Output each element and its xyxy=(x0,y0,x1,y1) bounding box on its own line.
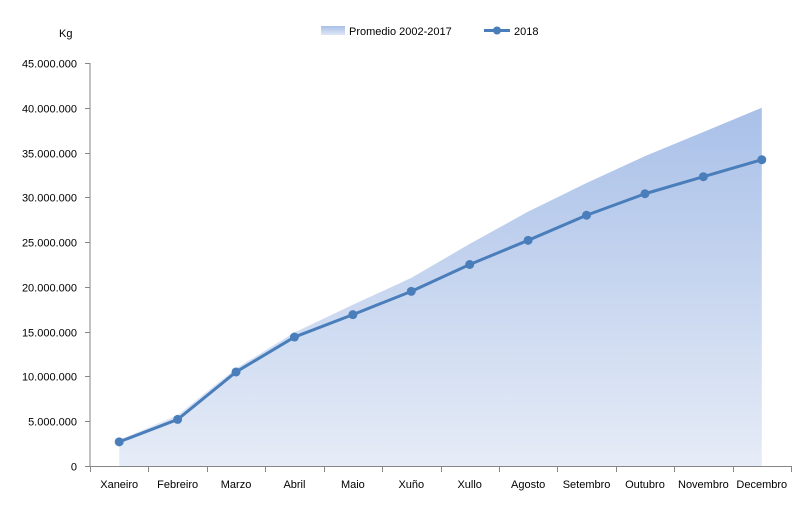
x-tick-label: Xuño xyxy=(398,479,424,491)
y-tick-label: 40.000.000 xyxy=(22,104,77,116)
legend-area-swatch xyxy=(321,26,345,35)
y-tick-label: 35.000.000 xyxy=(22,149,77,161)
data-point-2018 xyxy=(289,332,299,342)
data-point-2018 xyxy=(465,260,475,269)
x-tick-label: Maio xyxy=(341,479,365,491)
data-point-2018 xyxy=(406,286,416,296)
legend-label-promedio: Promedio 2002-2017 xyxy=(349,26,452,38)
x-tick-label: Decembro xyxy=(736,479,787,491)
line-series-2018 xyxy=(118,158,763,444)
data-point-2018 xyxy=(231,367,241,377)
y-tick-label: 0 xyxy=(71,462,77,474)
legend-label-2018: 2018 xyxy=(514,26,538,38)
x-tick-label: Setembro xyxy=(563,479,611,491)
x-tick-label: Xullo xyxy=(457,479,481,491)
y-tick-label: 5.000.000 xyxy=(28,417,77,429)
x-tick-label: Xaneiro xyxy=(100,479,138,491)
x-tick-label: Agosto xyxy=(511,479,545,491)
data-point-2018 xyxy=(582,210,592,220)
y-tick-label: 45.000.000 xyxy=(22,59,77,71)
x-tick-label: Febreiro xyxy=(157,479,198,491)
data-point-2018 xyxy=(698,172,708,182)
y-tick-label: 30.000.000 xyxy=(22,193,77,205)
y-tick-label: 20.000.000 xyxy=(22,283,77,295)
legend-marker xyxy=(493,26,501,35)
data-point-2018 xyxy=(114,437,124,447)
data-point-2018 xyxy=(757,155,767,165)
data-point-2018 xyxy=(523,235,533,245)
y-tick-label: 15.000.000 xyxy=(22,328,77,340)
data-point-2018 xyxy=(173,414,183,424)
legend: Promedio 2002-2017 2018 xyxy=(321,26,538,38)
data-point-2018 xyxy=(348,310,358,320)
y-tick-label: 10.000.000 xyxy=(22,372,77,384)
y-axis-label: Kg xyxy=(59,28,72,40)
plot-area: 0 5.000.000 10.000.000 15.000.000 20.000.000… xyxy=(22,59,792,491)
data-point-2018 xyxy=(640,189,650,199)
x-tick-label: Abril xyxy=(283,479,305,491)
area-series-promedio xyxy=(119,107,762,467)
x-tick-label: Marzo xyxy=(221,479,252,491)
y-tick-label: 25.000.000 xyxy=(22,238,77,250)
x-tick-label: Novembro xyxy=(678,479,729,491)
x-tick-label: Outubro xyxy=(625,479,665,491)
